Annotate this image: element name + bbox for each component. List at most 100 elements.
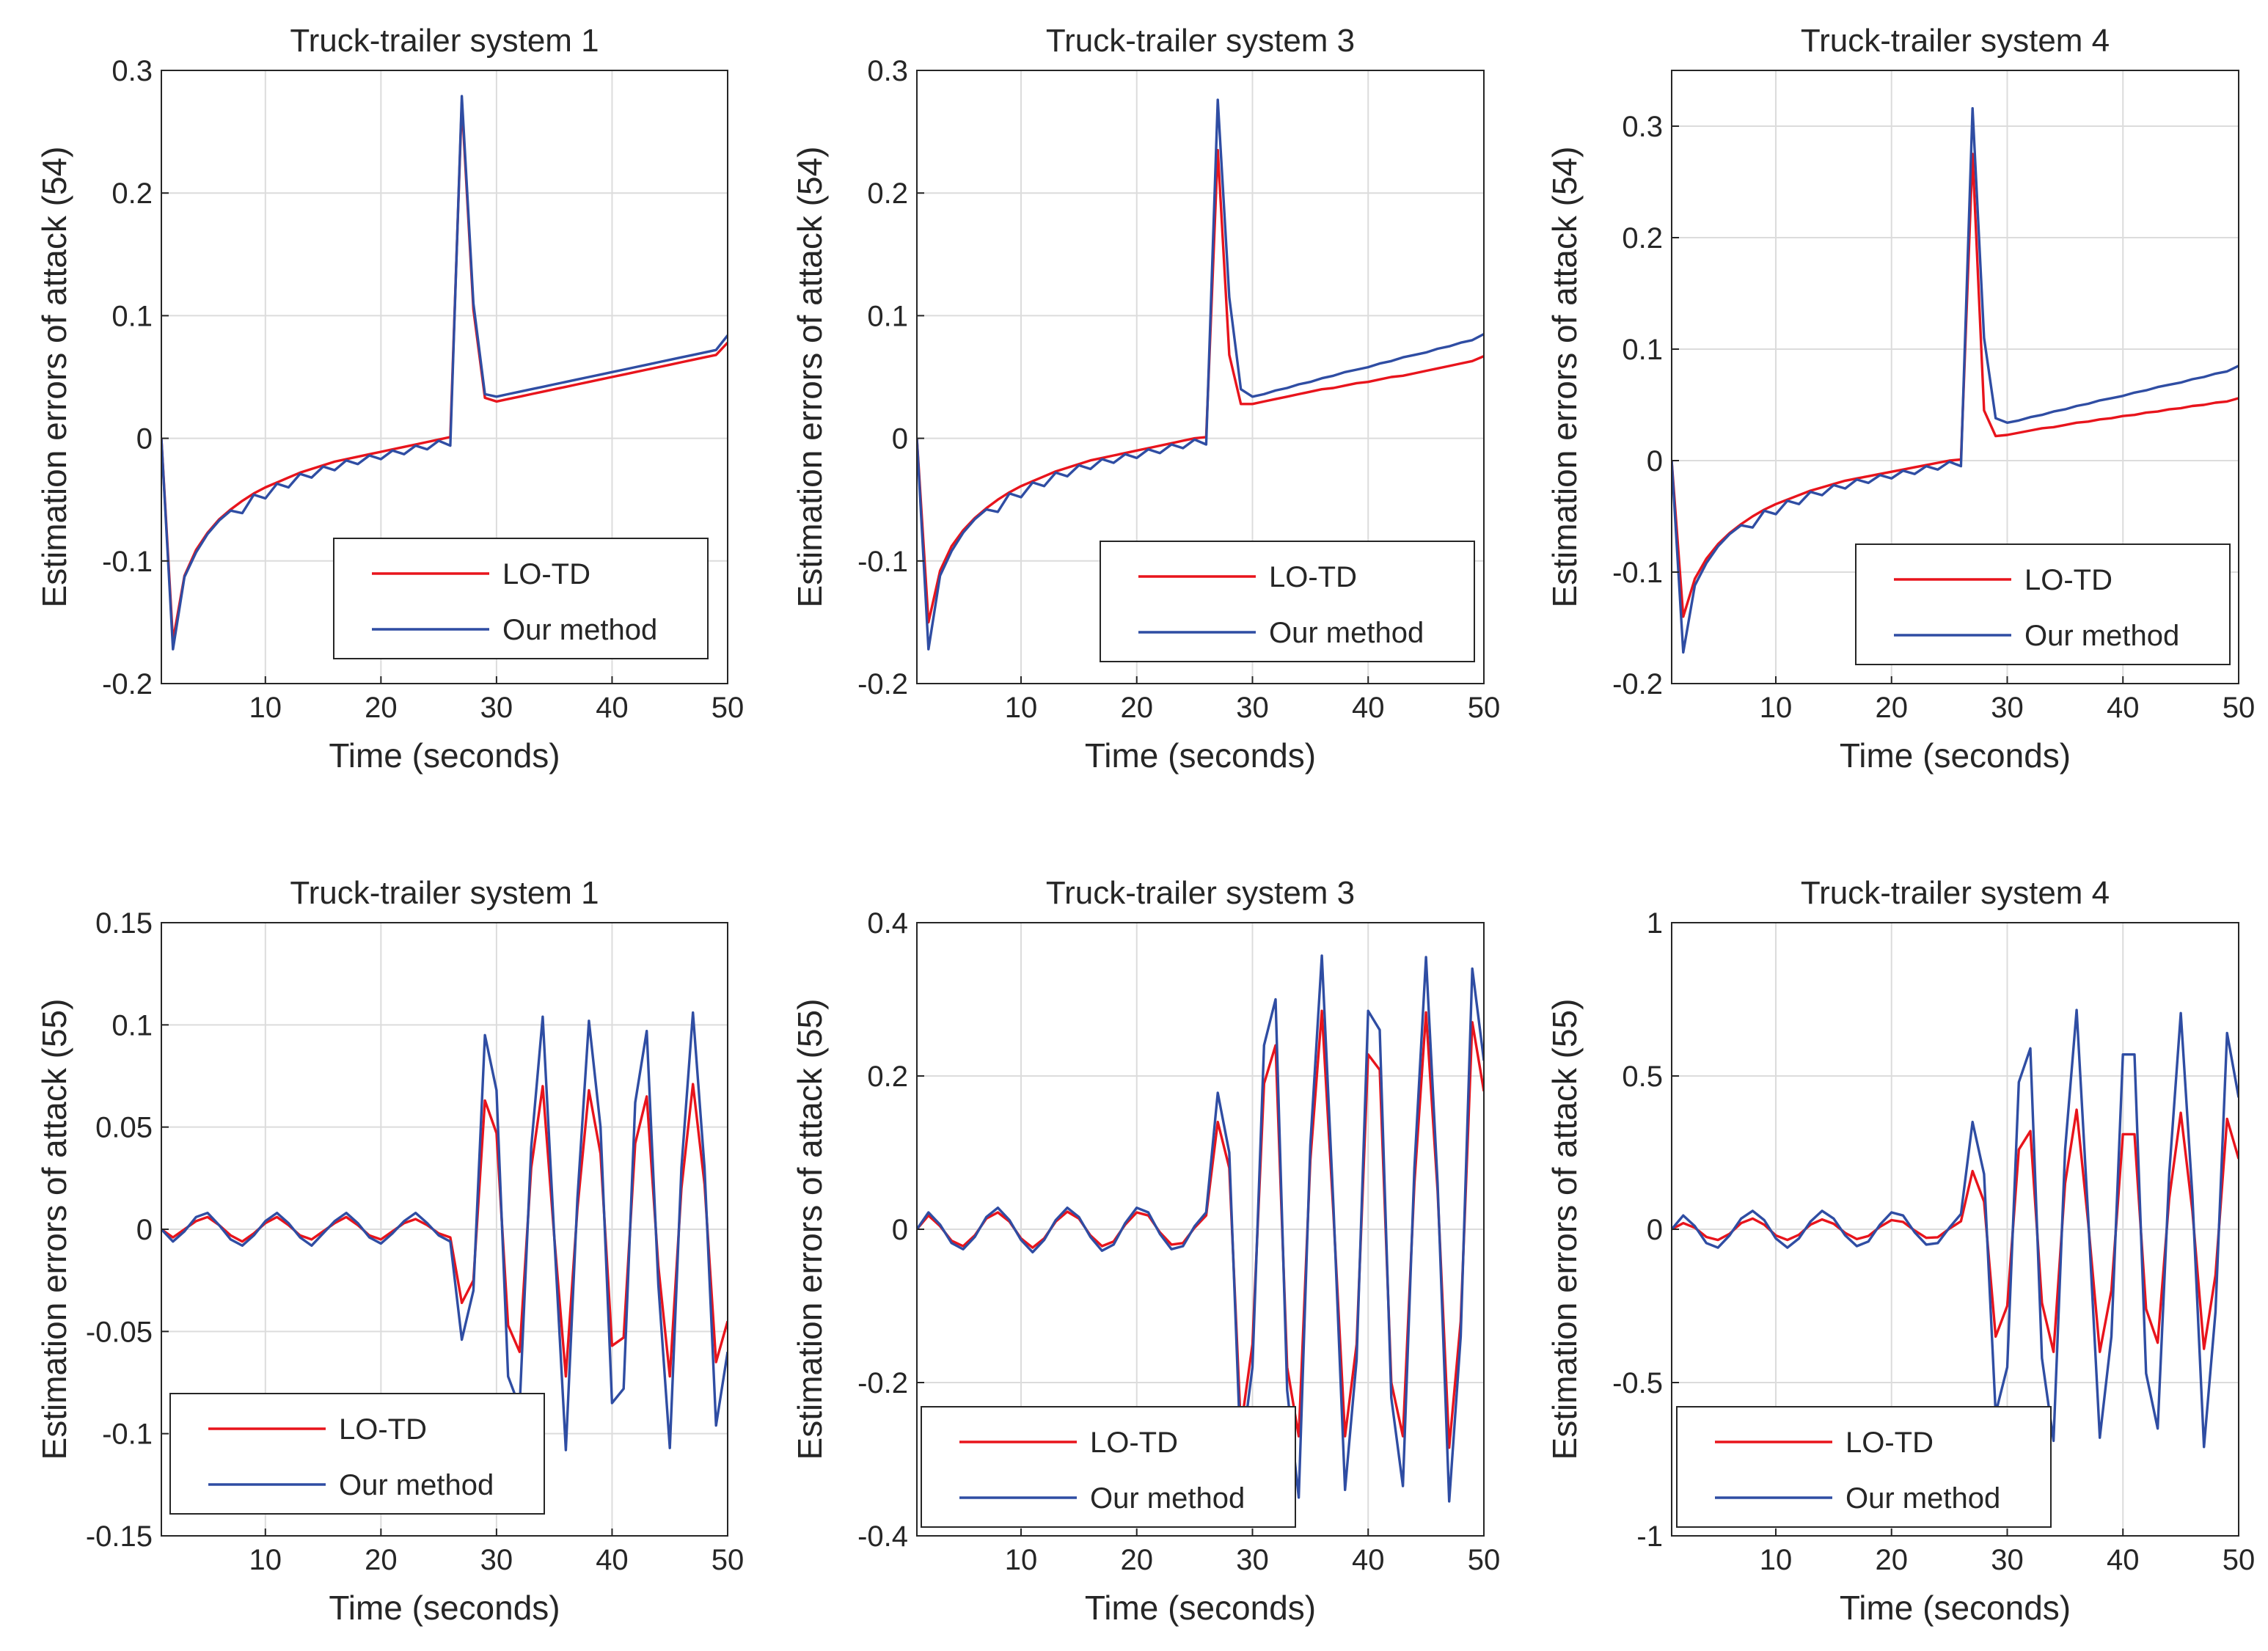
x-tick-label: 10 — [1760, 1544, 1793, 1576]
chart-title: Truck-trailer system 3 — [1046, 875, 1355, 911]
chart-panel-6: 10 20 30 40 50 -1 -0.5 0 0.5 1 Truck-trailer syste… — [1545, 875, 2255, 1627]
series-line-our-method — [917, 954, 1484, 1503]
series-line-lo-td — [917, 149, 1484, 624]
x-tick-label: 10 — [1005, 692, 1038, 724]
y-tick-label: 0.2 — [867, 177, 908, 210]
y-tick-label: 0.15 — [95, 907, 153, 940]
axes-frame — [1671, 70, 2239, 684]
series-group — [1672, 1008, 2239, 1449]
y-tick-label: 0 — [136, 1214, 153, 1246]
y-tick-label: 0.3 — [867, 55, 908, 87]
x-tick-label: 50 — [712, 692, 745, 724]
x-axis-label: Time (seconds) — [329, 1589, 560, 1627]
series-line-lo-td — [161, 100, 728, 643]
chart-panel-1: 10 20 30 40 50 -0.2 -0.1 0 0.1 0.2 0.3 Truck-traile… — [35, 23, 744, 775]
y-tick-label: -0.5 — [1612, 1367, 1663, 1399]
series-group — [917, 954, 1484, 1503]
y-axis-label: Estimation errors of attack (55) — [791, 999, 829, 1460]
y-tick-label: 0.1 — [111, 1009, 153, 1042]
y-tick-label: 0.2 — [1622, 222, 1663, 255]
series-line-lo-td — [1672, 153, 2239, 618]
x-axis-label: Time (seconds) — [1085, 1589, 1316, 1627]
legend: LO-TD Our method — [1676, 1406, 2052, 1528]
chart-panel-4: 10 20 30 40 50 -0.15 -0.1 -0.05 0 0.05 0.1 0.15 Truc… — [35, 875, 744, 1627]
y-tick-label: 0 — [1647, 1214, 1663, 1246]
legend: LO-TD Our method — [921, 1406, 1296, 1528]
legend-label-lo-td: LO-TD — [502, 558, 590, 590]
legend: LO-TD Our method — [1855, 543, 2231, 665]
legend-label-our-method: Our method — [502, 614, 657, 646]
y-tick-label: 0.1 — [111, 300, 153, 332]
legend: LO-TD Our method — [333, 538, 709, 659]
x-tick-label: 20 — [1120, 692, 1153, 724]
series-line-our-method — [1672, 107, 2239, 654]
x-tick-label: 40 — [2107, 1544, 2140, 1576]
y-tick-label: -0.2 — [102, 668, 153, 700]
x-tick-label: 40 — [1352, 692, 1385, 724]
legend-box — [1676, 1406, 2052, 1528]
y-tick-label: -0.1 — [102, 1418, 153, 1451]
x-tick-label: 50 — [1468, 1544, 1501, 1576]
y-tick-label: -1 — [1636, 1520, 1663, 1553]
x-tick-label: 20 — [1120, 1544, 1153, 1576]
x-tick-label: 30 — [1991, 1544, 2024, 1576]
axes-frame — [161, 70, 728, 684]
y-tick-label: 0 — [892, 423, 908, 455]
series-group — [161, 1011, 728, 1452]
x-tick-label: 10 — [249, 692, 282, 724]
chart-title: Truck-trailer system 4 — [1801, 875, 2110, 911]
y-tick-label: -0.1 — [1612, 557, 1663, 589]
legend-label-lo-td: LO-TD — [1846, 1427, 1934, 1459]
x-tick-label: 40 — [596, 1544, 629, 1576]
y-tick-label: 0 — [892, 1214, 908, 1246]
y-tick-label: 0.5 — [1622, 1061, 1663, 1093]
x-tick-label: 10 — [1760, 692, 1793, 724]
y-tick-label: -0.05 — [86, 1316, 153, 1348]
x-tick-label: 30 — [1991, 692, 2024, 724]
y-tick-label: -0.2 — [857, 668, 908, 700]
y-tick-label: 0 — [136, 423, 153, 455]
y-tick-label: 0.3 — [1622, 111, 1663, 143]
x-tick-label: 20 — [1875, 692, 1908, 724]
series-group — [917, 98, 1484, 651]
legend-box — [921, 1406, 1296, 1528]
series-line-our-method — [917, 98, 1484, 651]
chart-panel-5: 10 20 30 40 50 -0.4 -0.2 0 0.2 0.4 Truck-trailer s… — [791, 875, 1500, 1627]
y-tick-label: 0.1 — [867, 300, 908, 332]
y-axis-label: Estimation errors of attack (54) — [791, 147, 829, 608]
legend: LO-TD Our method — [169, 1393, 545, 1515]
x-tick-label: 40 — [596, 692, 629, 724]
x-axis-label: Time (seconds) — [1840, 1589, 2071, 1627]
legend-box — [1100, 541, 1475, 662]
series-group — [1672, 107, 2239, 654]
axes-frame — [916, 70, 1485, 684]
x-tick-label: 30 — [480, 1544, 513, 1576]
x-tick-label: 30 — [1236, 1544, 1269, 1576]
series-line-our-method — [161, 95, 728, 651]
series-group — [161, 95, 728, 651]
y-tick-label: 0.05 — [95, 1112, 153, 1144]
legend-label-our-method: Our method — [339, 1469, 494, 1501]
legend-label-our-method: Our method — [1090, 1482, 1245, 1515]
legend-label-lo-td: LO-TD — [1269, 561, 1357, 593]
legend-box — [169, 1393, 545, 1515]
y-tick-label: 0.3 — [111, 55, 153, 87]
series-line-our-method — [1672, 1008, 2239, 1449]
x-tick-label: 20 — [365, 692, 398, 724]
y-tick-label: 0.2 — [867, 1061, 908, 1093]
legend-label-our-method: Our method — [1846, 1482, 2000, 1515]
y-tick-label: 0 — [1647, 445, 1663, 477]
chart-panel-2: 10 20 30 40 50 -0.2 -0.1 0 0.1 0.2 0.3 Truck-traile… — [791, 23, 1500, 775]
x-tick-label: 50 — [712, 1544, 745, 1576]
x-tick-label: 50 — [2223, 1544, 2256, 1576]
x-tick-label: 30 — [480, 692, 513, 724]
x-tick-label: 50 — [1468, 692, 1501, 724]
chart-title: Truck-trailer system 1 — [290, 875, 599, 911]
y-tick-label: 0.1 — [1622, 334, 1663, 366]
x-tick-label: 20 — [1875, 1544, 1908, 1576]
x-tick-label: 10 — [1005, 1544, 1038, 1576]
y-tick-label: -0.1 — [857, 546, 908, 578]
x-axis-label: Time (seconds) — [1840, 736, 2071, 775]
y-tick-label: -0.4 — [857, 1520, 908, 1553]
